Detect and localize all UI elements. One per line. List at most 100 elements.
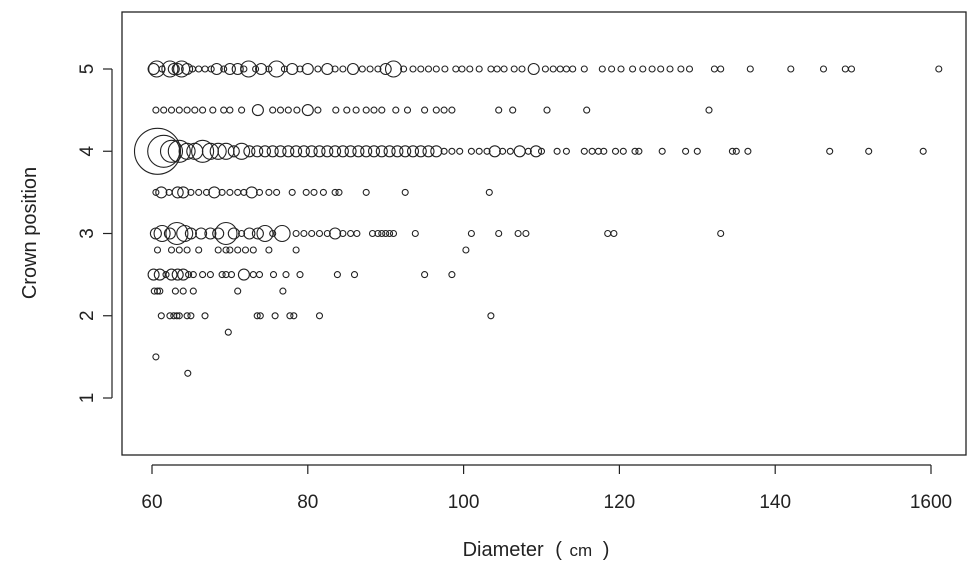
data-point xyxy=(222,246,230,254)
data-point xyxy=(919,147,927,155)
data-point xyxy=(728,147,736,155)
data-point xyxy=(167,62,180,76)
data-point xyxy=(569,65,577,73)
data-point xyxy=(233,142,251,160)
data-point xyxy=(495,106,503,114)
data-point xyxy=(329,145,342,158)
data-point xyxy=(240,60,258,78)
data-point xyxy=(165,268,178,281)
data-point xyxy=(400,65,408,73)
data-point xyxy=(175,106,183,114)
data-point xyxy=(226,188,234,196)
data-point xyxy=(456,147,464,155)
data-point xyxy=(432,106,440,114)
data-point xyxy=(251,104,264,117)
data-point xyxy=(243,145,256,158)
data-point xyxy=(648,65,656,73)
data-point xyxy=(562,147,570,155)
x-tick-label: 100 xyxy=(448,492,480,513)
data-point xyxy=(258,145,272,158)
data-point xyxy=(635,147,643,155)
data-point xyxy=(677,65,685,73)
data-point xyxy=(165,221,189,246)
data-point xyxy=(308,229,316,238)
data-point xyxy=(302,188,310,196)
data-point xyxy=(424,65,433,73)
data-point xyxy=(183,312,191,320)
data-point xyxy=(286,312,294,320)
data-point xyxy=(732,147,740,155)
x-tick-label: 120 xyxy=(604,492,636,513)
data-point xyxy=(271,312,279,320)
data-point xyxy=(251,145,264,158)
data-point xyxy=(841,65,849,73)
data-point xyxy=(191,106,199,114)
data-point xyxy=(344,145,357,158)
data-point xyxy=(383,145,396,158)
data-point xyxy=(282,145,295,158)
data-point xyxy=(301,62,314,76)
data-point xyxy=(161,60,179,78)
data-point xyxy=(319,188,327,196)
data-point xyxy=(209,142,227,160)
data-point xyxy=(147,268,160,281)
data-point xyxy=(458,65,466,73)
data-point xyxy=(160,106,168,114)
data-point xyxy=(493,65,501,73)
data-point xyxy=(238,229,246,238)
data-point xyxy=(204,227,217,240)
data-point xyxy=(541,65,549,73)
data-point xyxy=(159,139,184,163)
data-point xyxy=(214,246,222,254)
data-point xyxy=(710,65,718,73)
data-point xyxy=(350,271,359,279)
data-point xyxy=(705,106,713,114)
data-point xyxy=(440,147,448,155)
data-point xyxy=(296,271,304,279)
data-point xyxy=(175,312,183,320)
data-point xyxy=(313,145,326,158)
data-point xyxy=(293,106,301,114)
data-point xyxy=(251,227,264,240)
data-point xyxy=(240,188,248,196)
data-point xyxy=(201,312,209,320)
data-point xyxy=(296,65,304,73)
data-point xyxy=(391,145,404,158)
data-point xyxy=(466,65,474,73)
data-point xyxy=(249,271,257,279)
data-point xyxy=(276,106,285,114)
data-point xyxy=(333,271,341,279)
data-point xyxy=(209,106,217,114)
data-point xyxy=(366,65,374,73)
data-point xyxy=(166,312,174,320)
data-point xyxy=(657,65,665,73)
data-point xyxy=(588,147,596,155)
data-point xyxy=(406,145,420,158)
data-point xyxy=(430,145,443,158)
data-point xyxy=(149,227,162,240)
data-point xyxy=(619,147,627,155)
plot-frame xyxy=(121,11,967,456)
data-point xyxy=(346,62,360,76)
data-point xyxy=(448,106,456,114)
data-point xyxy=(514,229,522,238)
data-point xyxy=(237,268,250,281)
data-point xyxy=(227,271,236,279)
data-point xyxy=(600,147,608,155)
data-point xyxy=(212,227,225,240)
data-point xyxy=(483,147,491,155)
data-point xyxy=(370,106,378,114)
data-point xyxy=(441,65,449,73)
data-point xyxy=(224,328,232,336)
y-axis-title: Crown position xyxy=(19,167,41,299)
data-point xyxy=(210,62,223,76)
data-point xyxy=(506,147,514,155)
data-point xyxy=(185,271,193,279)
data-point xyxy=(583,106,591,114)
data-point xyxy=(255,271,264,279)
x-tick-label: 1600 xyxy=(910,492,952,513)
data-point xyxy=(417,65,425,73)
data-point xyxy=(207,65,215,73)
data-point xyxy=(382,229,390,238)
data-point xyxy=(362,106,370,114)
